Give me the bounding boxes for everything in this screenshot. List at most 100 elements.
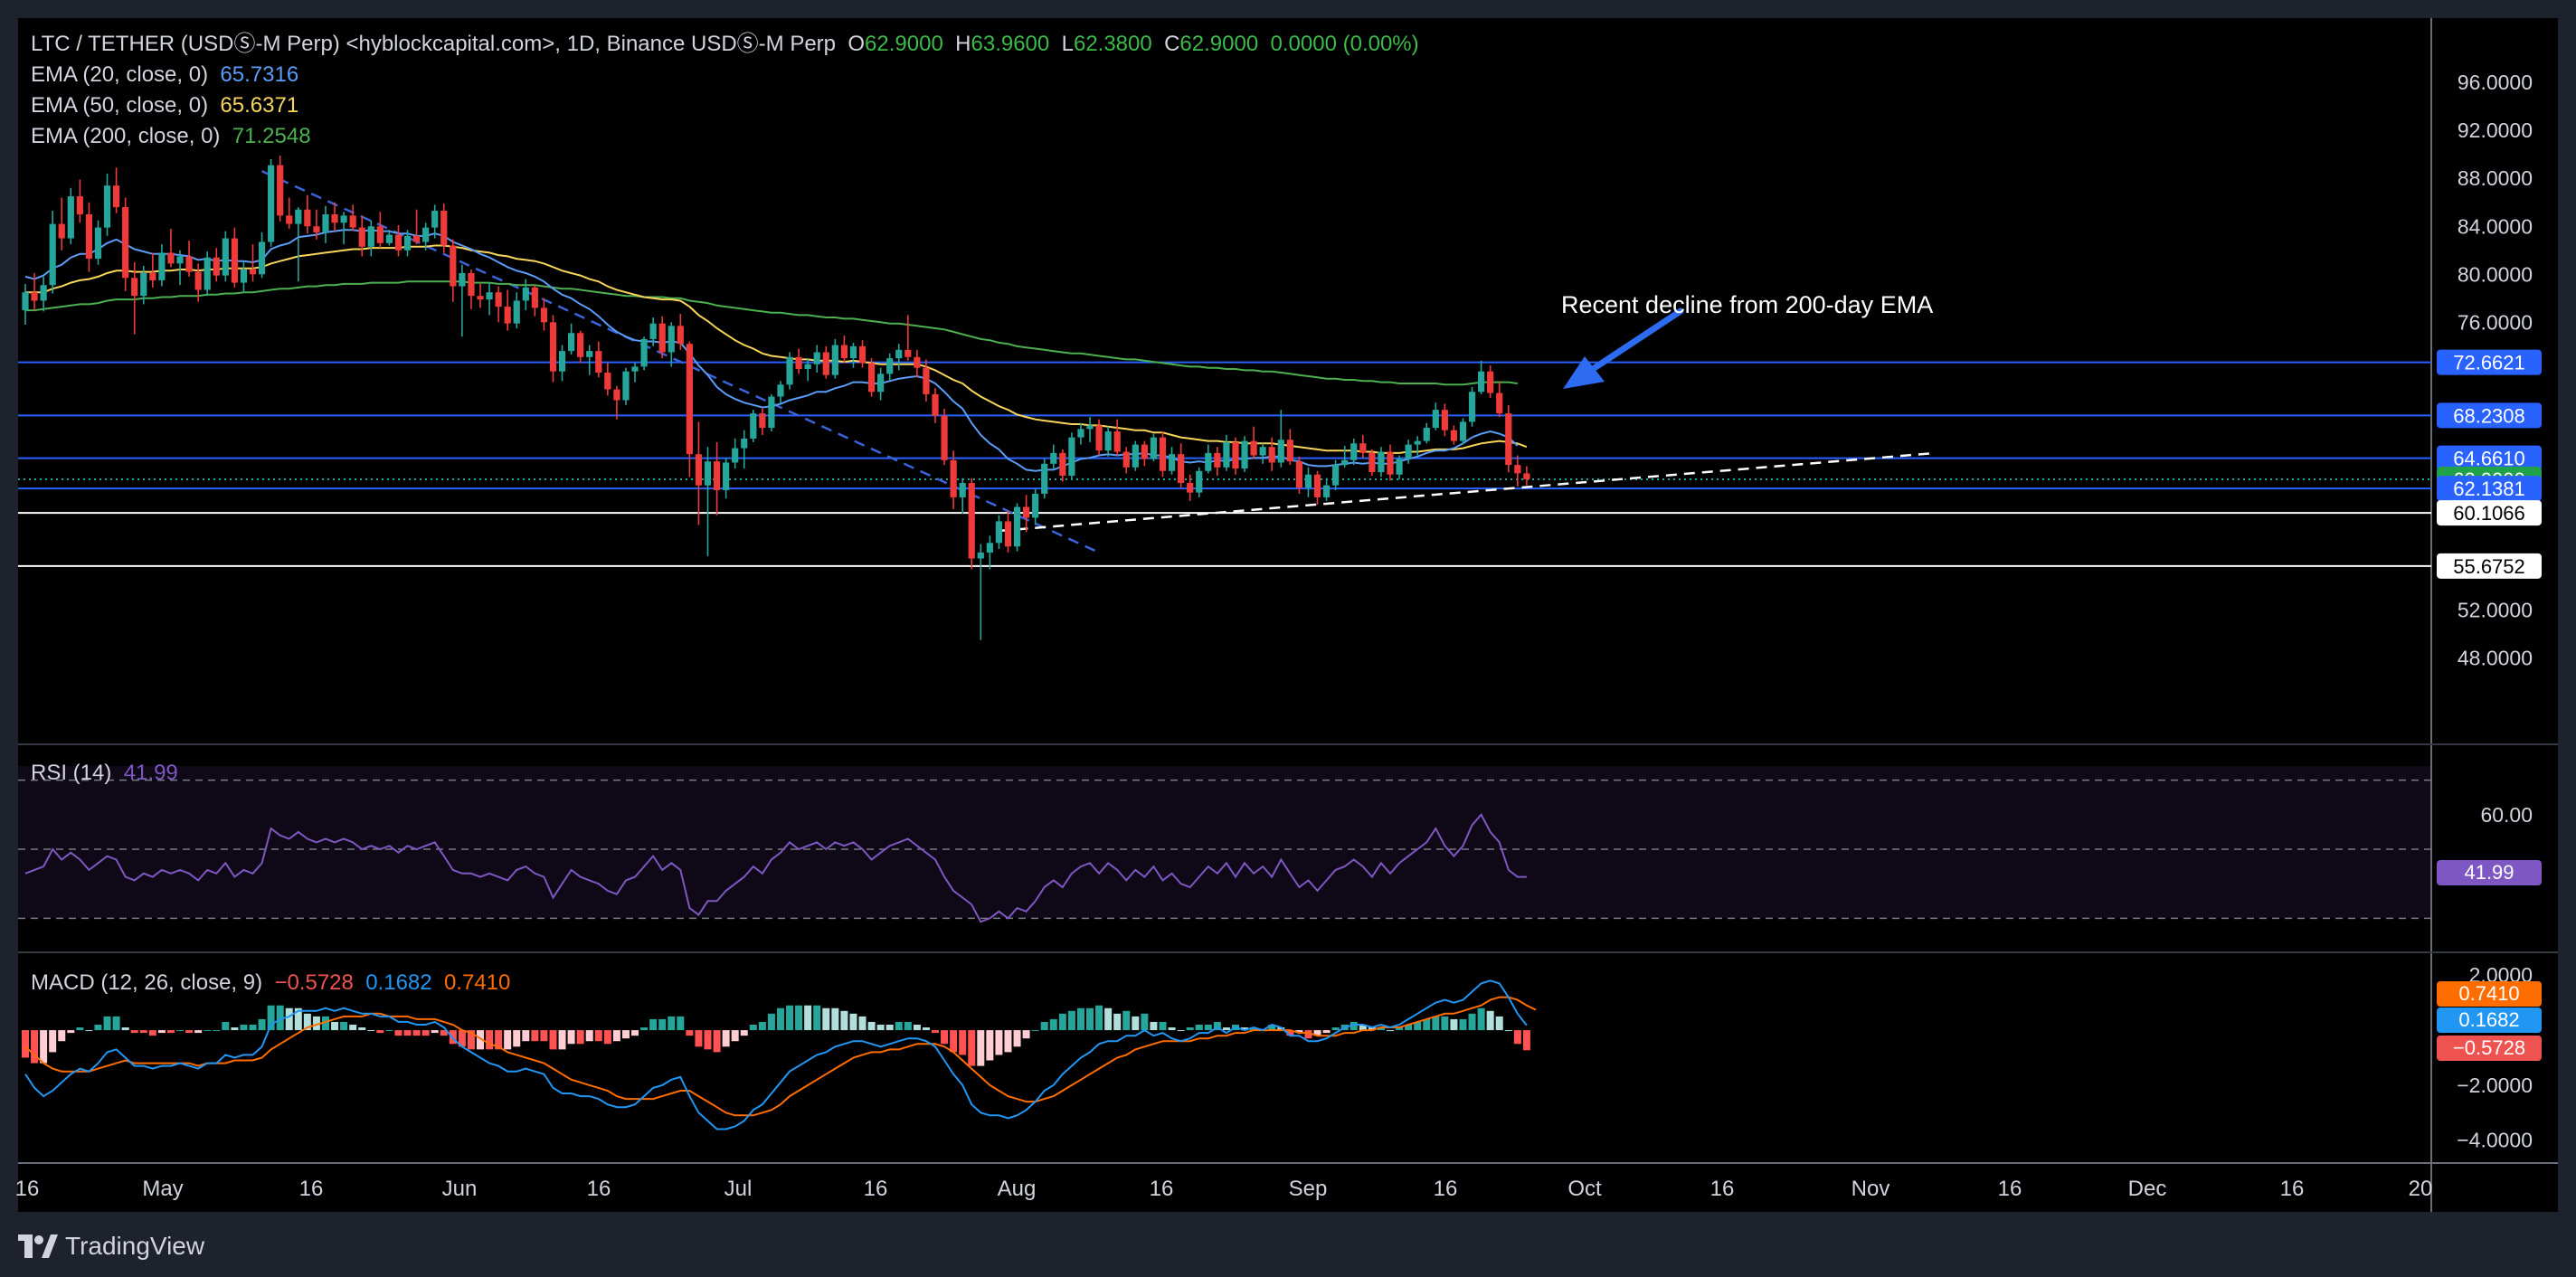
- candle-body: [513, 300, 520, 324]
- candle-body: [331, 214, 338, 223]
- level-label-text: 72.6621: [2453, 352, 2525, 374]
- macd-hist-label: −0.5728: [2437, 1036, 2542, 1061]
- macd-histogram-bar: [1049, 1018, 1057, 1031]
- macd-histogram-bar: [1504, 1030, 1512, 1032]
- macd-histogram-bar: [103, 1016, 111, 1031]
- macd-histogram-bar: [594, 1030, 602, 1042]
- macd-histogram-bar: [1286, 1030, 1294, 1036]
- candle-body: [140, 272, 147, 297]
- candle-body: [531, 287, 538, 308]
- rsi-value: 41.99: [123, 761, 178, 785]
- candle-body: [85, 214, 93, 260]
- candle-body: [1350, 443, 1358, 460]
- candle-body: [750, 413, 757, 439]
- macd-histogram-bar: [1350, 1021, 1358, 1031]
- time-tick-label: Aug: [998, 1177, 1037, 1201]
- macd-histogram-bar: [922, 1027, 930, 1031]
- ema200-legend[interactable]: EMA (200, close, 0) 71.2548: [31, 123, 311, 150]
- rsi-legend[interactable]: RSI (14) 41.99: [31, 760, 178, 787]
- tradingview-brand[interactable]: TradingView: [18, 1232, 204, 1261]
- macd-histogram-bar: [1040, 1021, 1048, 1031]
- candle-body: [649, 323, 657, 339]
- macd-histogram-bar: [704, 1030, 712, 1050]
- ema50-value: 65.6371: [220, 93, 299, 118]
- macd-histogram-bar: [986, 1030, 994, 1061]
- brand-name: TradingView: [65, 1232, 205, 1260]
- macd-histogram-bar: [1195, 1024, 1203, 1031]
- macd-histogram-bar: [1459, 1018, 1467, 1031]
- macd-histogram-bar: [276, 1005, 284, 1031]
- candle-body: [349, 215, 356, 228]
- macd-histogram-bar: [1277, 1027, 1285, 1031]
- candle-body: [1013, 506, 1021, 547]
- macd-histogram-bar: [431, 1030, 439, 1034]
- macd-histogram-bar: [213, 1030, 221, 1032]
- macd-histogram-bar: [1468, 1013, 1476, 1031]
- candle-body: [258, 241, 266, 275]
- time-tick-label: Jun: [442, 1177, 478, 1201]
- candle-body: [1450, 430, 1458, 441]
- macd-histogram-bar: [294, 1007, 302, 1031]
- macd-histogram-bar: [813, 1005, 821, 1031]
- macd-histogram-bar: [385, 1030, 393, 1032]
- macd-histogram-bar: [677, 1016, 685, 1031]
- candle-body: [1223, 441, 1230, 468]
- candle-body: [450, 245, 457, 287]
- level-label-box: [2437, 349, 2542, 375]
- macd-histogram-bar: [67, 1030, 75, 1034]
- candle-body: [1487, 371, 1494, 393]
- macd-histogram-bar: [166, 1030, 175, 1034]
- candle-body: [1068, 437, 1075, 477]
- macd-histogram-bar: [1441, 1016, 1449, 1031]
- time-tick-label: May: [142, 1177, 183, 1201]
- candle-body: [1423, 428, 1430, 441]
- candle-body: [1378, 451, 1385, 473]
- candle-body: [622, 371, 630, 401]
- candle-body: [131, 278, 138, 297]
- macd-histogram-bar: [1186, 1027, 1194, 1031]
- macd-histogram-bar: [495, 1030, 503, 1050]
- macd-histogram-bar: [394, 1030, 402, 1036]
- candle-body: [1396, 459, 1403, 475]
- macd-histogram-bar: [321, 1016, 329, 1031]
- time-axis: 16 May 16 Jun 16 Jul 16 Aug 16 Sep 16 Oct 16 Nov 16 Dec…: [15, 1177, 2433, 1201]
- time-tick-label: 16: [864, 1177, 888, 1201]
- candle-body: [522, 287, 529, 301]
- candle-body: [412, 235, 421, 242]
- candle-body: [849, 345, 857, 359]
- macd-legend[interactable]: MACD (12, 26, close, 9) −0.5728 0.1682 0…: [31, 970, 510, 997]
- candle-body: [403, 235, 412, 251]
- candle-body: [1077, 429, 1084, 438]
- close-label: C: [1164, 32, 1180, 56]
- candle-body: [595, 351, 602, 374]
- macd-histogram-bar: [157, 1030, 166, 1034]
- macd-histogram-bar: [1177, 1030, 1185, 1032]
- candle-body: [49, 223, 56, 286]
- macd-histogram-bar: [112, 1016, 120, 1031]
- candle-body: [558, 351, 566, 372]
- candle-body: [704, 461, 712, 486]
- macd-histogram-bar: [932, 1030, 939, 1034]
- macd-histogram-bar: [1522, 1030, 1530, 1051]
- macd-histogram-bar: [204, 1030, 212, 1032]
- candle-body: [858, 345, 867, 364]
- candle-body: [877, 374, 885, 393]
- macd-histogram-bar: [477, 1030, 484, 1050]
- candle-body: [213, 257, 220, 276]
- candle-body: [1505, 413, 1512, 466]
- macd-histogram-bar: [576, 1030, 584, 1045]
- candle-body: [1095, 425, 1103, 451]
- ema20-legend[interactable]: EMA (20, close, 0) 65.7316: [31, 61, 298, 89]
- ema50-line: [25, 244, 1528, 454]
- macd-histogram-bar: [640, 1027, 649, 1031]
- macd-histogram-bar: [950, 1030, 958, 1053]
- macd-histogram-bar: [367, 1030, 375, 1032]
- symbol-title[interactable]: LTC / TETHER (USDⓈ-M Perp) <hyblockcapit…: [31, 32, 837, 56]
- candle-body: [322, 214, 329, 232]
- macd-histogram-bar: [1432, 1016, 1440, 1031]
- macd-histogram-bar: [403, 1030, 412, 1036]
- ema50-legend[interactable]: EMA (50, close, 0) 65.6371: [31, 92, 298, 119]
- candle-body: [1178, 454, 1185, 484]
- macd-histogram-bar: [1031, 1030, 1039, 1032]
